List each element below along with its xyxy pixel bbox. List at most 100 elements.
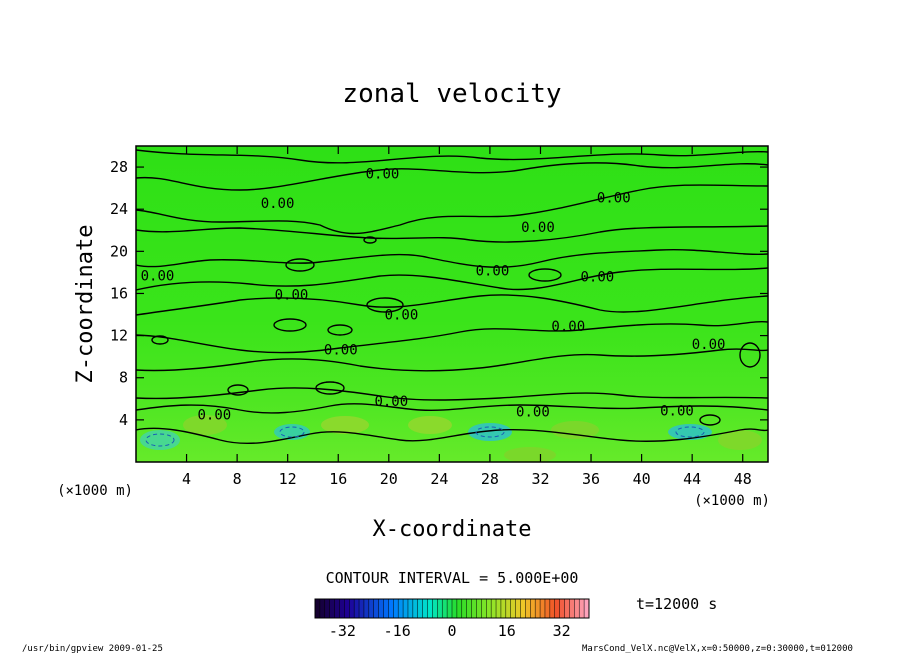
- colorbar-cell: [315, 599, 321, 618]
- colorbar-cell: [349, 599, 355, 618]
- colorbar-cell: [579, 599, 585, 618]
- contour-label: 0.00: [324, 342, 358, 358]
- colorbar-cell: [554, 599, 561, 618]
- colorbar-cell: [500, 599, 507, 618]
- colorbar-cell: [544, 599, 551, 618]
- contour-label: 0.00: [141, 269, 175, 285]
- colorbar-tick-label: -32: [329, 622, 356, 640]
- x-tick-label: 36: [582, 470, 600, 488]
- colorbar-cell: [549, 599, 556, 618]
- colorbar-ticks: -32 -16 0 16 32: [329, 622, 571, 640]
- contour-labels: 0.00 0.00 0.00 0.00 0.00 0.00 0.00 0.00 0.00 0.00…: [141, 166, 726, 423]
- x-axis-label: X-coordinate: [373, 517, 532, 542]
- contour-lines: [136, 149, 768, 445]
- x-tick-label: 16: [329, 470, 347, 488]
- colorbar-cell: [569, 599, 575, 618]
- x-tick-label: 44: [683, 470, 701, 488]
- colorbar-cell: [574, 599, 580, 618]
- x-tick-label: 40: [633, 470, 651, 488]
- x-axis: 4 8 12 16 20 24 28 32 36 40 44 48: [182, 146, 752, 488]
- colorbar-cell: [452, 599, 458, 618]
- y-tick-label: 20: [110, 242, 128, 260]
- y-tick-label: 8: [119, 369, 128, 387]
- colorbar-cell: [383, 599, 389, 618]
- x-tick-label: 28: [481, 470, 499, 488]
- y-tick-label: 28: [110, 158, 128, 176]
- contour-label: 0.00: [366, 166, 400, 182]
- colorbar-cell: [324, 599, 331, 618]
- colorbar-cell: [471, 599, 477, 618]
- colorbar-cell: [344, 599, 350, 618]
- colorbar-cell: [481, 599, 487, 618]
- contour-label: 0.00: [597, 191, 631, 207]
- contour-interval-text: CONTOUR INTERVAL = 5.000E+00: [326, 569, 579, 587]
- plot-area: 0.00 0.00 0.00 0.00 0.00 0.00 0.00 0.00 0.00 0.00…: [135, 145, 769, 463]
- contour-label: 0.00: [551, 319, 585, 335]
- y-tick-label: 16: [110, 284, 128, 302]
- negative-contours: [145, 426, 705, 447]
- colorbar-cell: [422, 599, 429, 618]
- x-tick-label: 20: [380, 470, 398, 488]
- colorbar-cell: [432, 599, 438, 618]
- colorbar-cell: [437, 599, 443, 618]
- colorbar-cell: [525, 599, 531, 618]
- x-tick-label: 12: [279, 470, 297, 488]
- y-tick-label: 12: [110, 327, 128, 345]
- colorbar-cell: [559, 599, 566, 618]
- colorbar-cell: [359, 599, 365, 618]
- colorbar-cell: [530, 599, 536, 618]
- x-tick-label: 48: [734, 470, 752, 488]
- chart-title: zonal velocity: [342, 79, 561, 109]
- x-left-units: (×1000 m): [57, 483, 133, 499]
- contour-label: 0.00: [516, 404, 550, 420]
- colorbar-cell: [334, 599, 340, 618]
- contour-label: 0.00: [374, 394, 408, 410]
- colorbar-cell: [505, 599, 512, 618]
- colorbar-cell: [378, 599, 384, 618]
- footer-right: MarsCond_VelX.nc@VelX,x=0:50000,z=0:3000…: [582, 644, 853, 654]
- y-axis-label: Z-coordinate: [73, 225, 98, 384]
- colorbar-cell: [329, 599, 336, 618]
- x-tick-label: 4: [182, 470, 191, 488]
- colorbar-cell: [496, 599, 502, 618]
- colorbar-cell: [466, 599, 473, 618]
- contour-label: 0.00: [198, 408, 232, 424]
- colorbar-cell: [427, 599, 433, 618]
- x-tick-label: 24: [430, 470, 448, 488]
- colorbar-cell: [403, 599, 409, 618]
- colorbar-cell: [564, 599, 570, 618]
- colorbar-cell: [535, 599, 541, 618]
- colorbar-cell: [339, 599, 345, 618]
- contour-label: 0.00: [261, 196, 295, 212]
- colorbar-cell: [461, 599, 468, 618]
- footer-left: /usr/bin/gpview 2009-01-25: [22, 644, 163, 654]
- colorbar-tick-label: 32: [553, 622, 571, 640]
- shading-patches: [140, 415, 762, 462]
- colorbar-tick-label: 0: [447, 622, 456, 640]
- colorbar-cell: [540, 599, 546, 618]
- time-label: t=12000 s: [636, 595, 717, 613]
- y-tick-label: 4: [119, 411, 128, 429]
- colorbar-cell: [373, 599, 380, 618]
- contour-label: 0.00: [476, 263, 510, 279]
- colorbar-cell: [486, 599, 492, 618]
- colorbar-tick-label: 16: [498, 622, 516, 640]
- contour-label: 0.00: [581, 270, 615, 286]
- colorbar-cell: [393, 599, 399, 618]
- colorbar: [314, 598, 590, 619]
- colorbar-cell: [319, 599, 326, 618]
- contour-label: 0.00: [660, 403, 694, 419]
- x-tick-label: 8: [233, 470, 242, 488]
- colorbar-cell: [476, 599, 482, 618]
- colorbar-cell: [407, 599, 414, 618]
- contour-label: 0.00: [521, 220, 555, 236]
- colorbar-cell: [456, 599, 463, 618]
- y-axis: 4 8 12 16 20 24 28: [110, 158, 768, 429]
- colorbar-tick-label: -16: [384, 622, 411, 640]
- colorbar-frame: [314, 598, 590, 619]
- contour-label: 0.00: [275, 288, 309, 304]
- colorbar-cell: [398, 599, 404, 618]
- colorbar-cell: [442, 599, 448, 618]
- y-tick-label: 24: [110, 200, 128, 218]
